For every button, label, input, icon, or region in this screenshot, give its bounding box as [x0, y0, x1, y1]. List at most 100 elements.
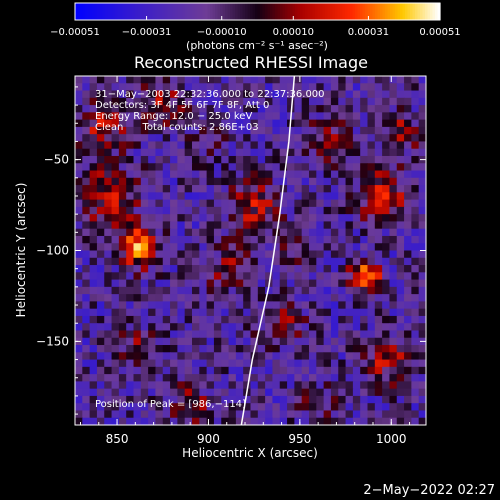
heatmap-cell	[316, 228, 325, 237]
heatmap-cell	[411, 323, 420, 331]
heatmap-cell	[126, 141, 134, 150]
heatmap-cell	[82, 250, 91, 259]
heatmap-cell	[382, 345, 390, 353]
colorbar-cell	[87, 3, 91, 20]
heatmap-cell	[396, 105, 405, 113]
heatmap-cell	[118, 235, 127, 244]
heatmap-cell	[235, 97, 244, 106]
heatmap-cell	[206, 97, 215, 106]
heatmap-cell	[184, 366, 193, 375]
heatmap-cell	[389, 272, 398, 281]
heatmap-cell	[177, 265, 186, 273]
heatmap-cell	[360, 403, 368, 411]
heatmap-cell	[148, 105, 156, 113]
heatmap-cell	[352, 294, 361, 302]
heatmap-cell	[301, 177, 310, 186]
heatmap-cell	[287, 323, 295, 331]
heatmap-cell	[118, 112, 127, 121]
heatmap-cell	[184, 141, 193, 150]
heatmap-cell	[367, 199, 376, 208]
heatmap-cell	[75, 395, 83, 404]
heatmap-cell	[330, 112, 339, 121]
heatmap-cell	[309, 286, 317, 295]
heatmap-cell	[367, 148, 376, 157]
colorbar-cell	[400, 3, 404, 20]
heatmap-cell	[104, 323, 113, 331]
heatmap-cell	[345, 395, 354, 404]
heatmap-cell	[140, 257, 149, 266]
heatmap-cell	[75, 403, 83, 411]
heatmap-cell	[374, 323, 383, 331]
heatmap-cell	[287, 359, 295, 368]
heatmap-cell	[192, 337, 200, 346]
heatmap-cell	[272, 221, 281, 230]
heatmap-cell	[272, 279, 281, 288]
heatmap-cell	[133, 265, 142, 273]
heatmap-cell	[316, 119, 325, 128]
heatmap-cell	[382, 272, 390, 281]
heatmap-cell	[411, 228, 420, 237]
heatmap-cell	[148, 272, 156, 281]
heatmap-cell	[309, 330, 317, 339]
heatmap-cell	[82, 301, 91, 310]
heatmap-cell	[221, 366, 230, 375]
heatmap-cell	[389, 257, 398, 266]
heatmap-cell	[345, 90, 354, 99]
heatmap-cell	[250, 119, 259, 128]
heatmap-cell	[360, 83, 368, 92]
heatmap-cell	[287, 177, 295, 186]
heatmap-cell	[316, 83, 325, 92]
heatmap-cell	[309, 337, 317, 346]
heatmap-cell	[155, 374, 164, 382]
heatmap-cell	[309, 359, 317, 368]
heatmap-cell	[111, 90, 120, 99]
heatmap-cell	[235, 272, 244, 281]
heatmap-cell	[118, 337, 127, 346]
heatmap-cell	[206, 170, 215, 179]
heatmap-cell	[170, 272, 178, 281]
heatmap-cell	[213, 410, 222, 419]
heatmap-cell	[323, 315, 332, 324]
heatmap-cell	[287, 214, 295, 222]
heatmap-cell	[382, 163, 390, 172]
heatmap-cell	[184, 388, 193, 397]
heatmap-cell	[184, 76, 193, 84]
heatmap-cell	[294, 352, 303, 361]
heatmap-cell	[360, 177, 368, 186]
heatmap-cell	[148, 257, 156, 266]
heatmap-cell	[316, 286, 325, 295]
heatmap-cell	[250, 141, 259, 150]
heatmap-cell	[177, 388, 186, 397]
heatmap-cell	[374, 352, 383, 361]
heatmap-cell	[411, 90, 420, 99]
heatmap-cell	[82, 97, 91, 106]
heatmap-cell	[155, 323, 164, 331]
colorbar-cell	[227, 3, 231, 20]
heatmap-cell	[75, 265, 83, 273]
heatmap-cell	[396, 76, 405, 84]
heatmap-cell	[389, 403, 398, 411]
heatmap-cell	[374, 308, 383, 317]
heatmap-cell	[287, 199, 295, 208]
heatmap-cell	[89, 257, 98, 266]
heatmap-cell	[360, 395, 368, 404]
heatmap-cell	[126, 272, 134, 281]
heatmap-cell	[177, 163, 186, 172]
heatmap-cell	[404, 374, 412, 382]
heatmap-cell	[404, 403, 412, 411]
colorbar-cell	[320, 3, 324, 20]
heatmap-cell	[309, 177, 317, 186]
heatmap-cell	[213, 141, 222, 150]
heatmap-cell	[221, 417, 230, 425]
heatmap-cell	[89, 410, 98, 419]
heatmap-cell	[411, 141, 420, 150]
heatmap-cell	[323, 112, 332, 121]
heatmap-cell	[396, 345, 405, 353]
heatmap-cell	[199, 410, 208, 419]
heatmap-cell	[228, 374, 237, 382]
heatmap-cell	[272, 374, 281, 382]
heatmap-cell	[418, 76, 426, 84]
heatmap-cell	[235, 345, 244, 353]
heatmap-cell	[272, 265, 281, 273]
heatmap-cell	[382, 185, 390, 193]
